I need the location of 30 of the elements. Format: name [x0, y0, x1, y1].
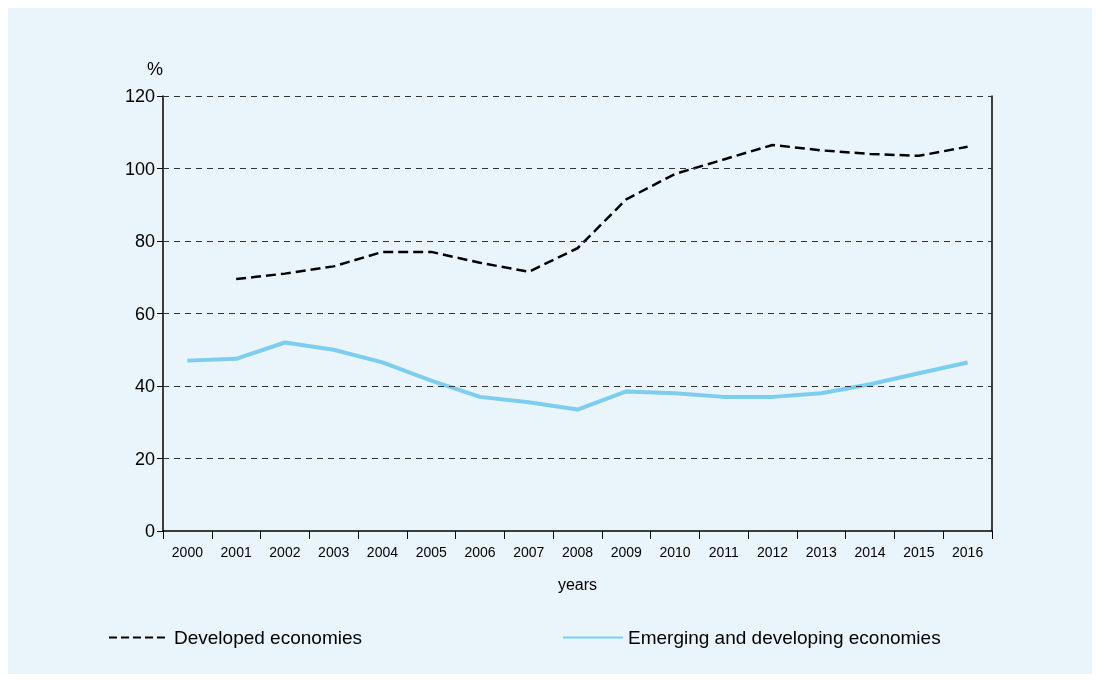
y-tick-label: 100 — [124, 158, 155, 179]
x-tick-label: 2006 — [464, 544, 496, 560]
x-tick-label: 2015 — [903, 544, 935, 560]
x-tick-label: 2011 — [708, 544, 740, 560]
x-tick-label: 2010 — [659, 544, 691, 560]
x-tick-label: 2000 — [171, 544, 204, 560]
y-tick-label: 80 — [134, 231, 155, 251]
x-tick-label: 2009 — [610, 544, 643, 560]
line-series — [185, 340, 970, 412]
legend-label: Emerging and developing economies — [628, 627, 941, 648]
x-tick-label: 2001 — [220, 544, 252, 560]
y-axis-title: % — [146, 59, 163, 79]
y-tick-label: 40 — [134, 376, 155, 396]
y-tick-label: 20 — [134, 448, 155, 469]
x-tick-label: 2008 — [561, 544, 594, 560]
x-tick-label: 2014 — [854, 544, 886, 560]
line-series — [234, 143, 969, 281]
y-tick-label: 120 — [124, 86, 155, 106]
x-tick-label: 2004 — [366, 544, 399, 560]
x-tick-label: 2016 — [952, 544, 984, 560]
x-tick-label: 2007 — [513, 544, 545, 560]
x-axis-title: years — [557, 575, 598, 593]
legend-label: Developed economies — [174, 627, 363, 648]
y-tick-label: 60 — [134, 303, 155, 324]
x-tick-label: 2005 — [415, 544, 447, 560]
y-tick-label: 0 — [144, 521, 155, 541]
x-tick-label: 2013 — [805, 544, 838, 560]
x-tick-label: 2012 — [756, 544, 789, 560]
x-tick-label: 2002 — [269, 544, 301, 560]
x-tick-label: 2003 — [318, 544, 350, 560]
